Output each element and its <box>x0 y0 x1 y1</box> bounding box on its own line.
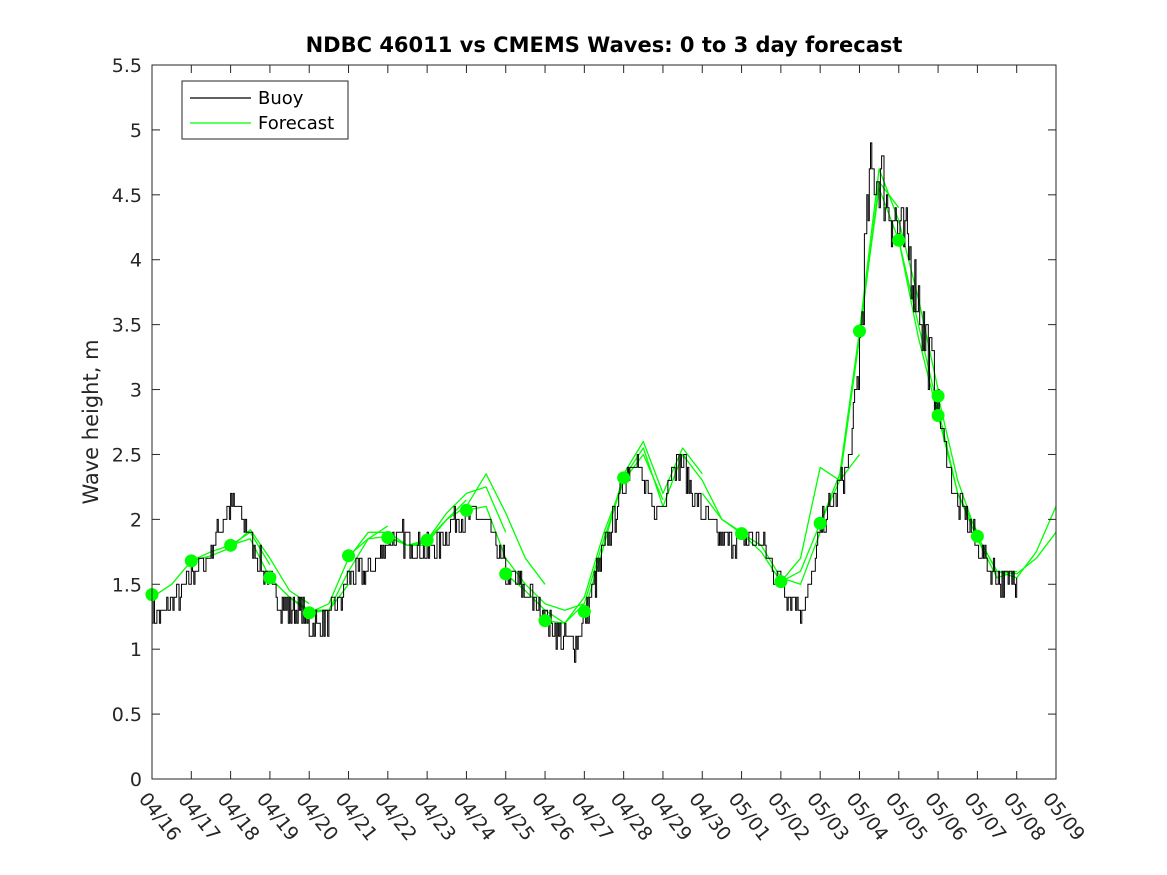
forecast-run-line <box>387 486 507 546</box>
y-tick-label: 5 <box>130 120 142 142</box>
forecast-marker <box>617 471 631 485</box>
forecast-run-line <box>426 473 546 585</box>
forecast-marker <box>459 503 473 517</box>
forecast-marker <box>852 324 866 338</box>
y-tick-label: 1.5 <box>112 574 142 596</box>
legend-label-buoy: Buoy <box>258 88 304 109</box>
forecast-marker <box>892 233 906 247</box>
y-tick-label: 2.5 <box>112 444 142 466</box>
forecast-run-line <box>466 505 585 611</box>
forecast-marker <box>381 531 395 545</box>
plot-area <box>152 65 1056 779</box>
forecast-marker <box>735 527 749 541</box>
y-tick-label: 3 <box>130 380 142 402</box>
forecast-marker <box>813 516 827 530</box>
series-layer <box>145 142 1057 663</box>
y-tick-label: 4 <box>130 250 142 272</box>
forecast-marker <box>931 389 945 403</box>
y-tick-label: 1 <box>130 639 142 661</box>
forecast-marker <box>184 554 198 568</box>
forecast-marker <box>970 529 984 543</box>
forecast-marker <box>302 606 316 620</box>
forecast-marker <box>342 549 356 563</box>
legend: Buoy Forecast <box>181 80 349 140</box>
y-tick-label: 3.5 <box>112 315 142 337</box>
forecast-marker <box>774 575 788 589</box>
y-tick-label: 0.5 <box>112 704 142 726</box>
forecast-marker <box>224 538 238 552</box>
y-axis-label: Wave height, m <box>79 339 103 504</box>
legend-label-forecast: Forecast <box>258 113 334 134</box>
forecast-marker <box>263 571 277 585</box>
chart-title: NDBC 46011 vs CMEMS Waves: 0 to 3 day fo… <box>306 33 903 57</box>
forecast-marker <box>538 614 552 628</box>
forecast-marker <box>931 409 945 423</box>
y-tick-label: 5.5 <box>112 55 142 77</box>
y-tick-label: 4.5 <box>112 185 142 207</box>
forecast-marker <box>499 567 513 581</box>
y-tick-label: 2 <box>130 509 142 531</box>
y-tick-label: 0 <box>130 769 142 791</box>
forecast-marker <box>420 533 434 547</box>
forecast-marker <box>577 605 591 619</box>
axes-box <box>151 64 1057 780</box>
legend-box <box>181 80 349 140</box>
